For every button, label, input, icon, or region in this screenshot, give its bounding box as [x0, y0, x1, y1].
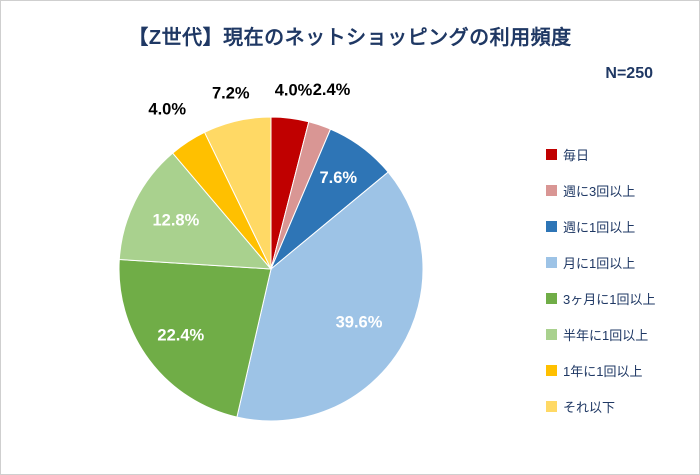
legend-label: 3ヶ月に1回以上: [563, 292, 656, 307]
legend-swatch-icon: [546, 221, 557, 232]
slice-label-6: 4.0%: [148, 100, 186, 118]
legend-label: 1年に1回以上: [563, 364, 643, 379]
legend-item-7: それ以下: [546, 396, 655, 417]
legend-label: 半年に1回以上: [563, 328, 649, 343]
legend-swatch-icon: [546, 185, 557, 196]
legend-swatch-icon: [546, 401, 557, 412]
legend-item-0: 毎日: [546, 144, 655, 165]
slice-label-0: 4.0%: [275, 81, 313, 99]
legend: 毎日週に3回以上 週に1回以上 月に1回以上 3ヶ月に1回以上 半年に1回以上 1年に1回…: [546, 144, 655, 417]
legend-swatch-icon: [546, 365, 557, 376]
legend-item-1: 週に3回以上: [546, 180, 655, 201]
legend-item-4: 3ヶ月に1回以上: [546, 288, 655, 309]
pie-slice-4: [118, 258, 272, 418]
legend-label: 毎日: [563, 148, 590, 163]
slice-label-7: 7.2%: [212, 85, 250, 103]
legend-swatch-icon: [546, 149, 557, 160]
pie-slice-5: [118, 152, 273, 270]
legend-swatch-icon: [546, 293, 557, 304]
legend-swatch-icon: [546, 257, 557, 268]
legend-label: 週に1回以上: [563, 220, 636, 235]
slice-label-1: 2.4%: [313, 81, 351, 99]
pie-slice-7: [203, 116, 272, 270]
slice-label-4: 22.4%: [157, 327, 204, 345]
page-title: 【Z世代】現在のネットショッピングの利用頻度: [128, 27, 572, 49]
pie-slice-3: [236, 171, 424, 422]
legend-item-5: 半年に1回以上: [546, 324, 655, 345]
legend-swatch-icon: [546, 329, 557, 340]
legend-label: 週に3回以上: [563, 184, 636, 199]
legend-label: それ以下: [563, 400, 616, 415]
sample-size-label: N=250: [605, 65, 653, 82]
legend-item-2: 週に1回以上: [546, 216, 655, 237]
slice-label-5: 12.8%: [153, 212, 200, 230]
legend-item-6: 1年に1回以上: [546, 360, 655, 381]
slice-label-2: 7.6%: [319, 169, 357, 187]
slice-label-3: 39.6%: [336, 314, 383, 332]
legend-label: 月に1回以上: [563, 256, 636, 271]
legend-item-3: 月に1回以上: [546, 252, 655, 273]
